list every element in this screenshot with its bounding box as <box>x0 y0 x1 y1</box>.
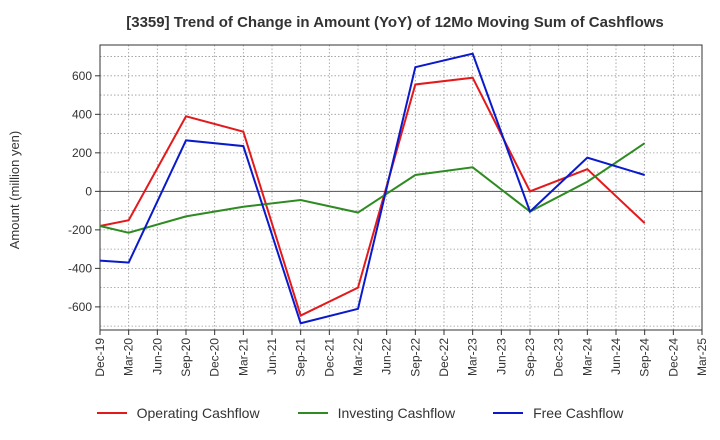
x-tick-label: Mar-20 <box>122 338 136 376</box>
x-tick-label: Dec-20 <box>208 338 222 377</box>
legend-swatch <box>493 412 524 414</box>
plot-frame <box>99 44 703 331</box>
x-tick-label: Jun-23 <box>494 338 508 375</box>
y-tick-label: 400 <box>72 107 92 121</box>
chart-title: [3359] Trend of Change in Amount (YoY) o… <box>126 14 664 31</box>
x-tick-label: Mar-24 <box>580 338 594 376</box>
x-tick-label: Sep-24 <box>638 338 652 377</box>
x-tick-label: Dec-21 <box>322 338 336 377</box>
x-tick-label: Mar-25 <box>695 338 709 376</box>
x-tick-label: Dec-19 <box>93 338 107 377</box>
x-tick-label: Dec-22 <box>437 338 451 377</box>
legend-item: Investing Cashflow <box>297 405 456 421</box>
legend-item: Free Cashflow <box>493 405 623 421</box>
x-tick-label: Mar-23 <box>466 338 480 376</box>
legend: Operating Cashflow Investing Cashflow Free… <box>0 405 720 421</box>
y-tick-label: -200 <box>68 223 92 237</box>
legend-item: Operating Cashflow <box>96 405 260 421</box>
grid-layer <box>99 45 703 330</box>
axis-layer: -600 -400 -200 0 200 400 600 Dec-19 Mar-20 Jun-20… <box>68 44 709 377</box>
x-tick-label: Dec-24 <box>666 338 680 377</box>
y-tick-label: -400 <box>68 261 92 275</box>
legend-swatch <box>297 412 328 414</box>
x-tick-label: Sep-23 <box>523 338 537 377</box>
x-tick-label: Mar-21 <box>236 338 250 376</box>
y-axis-title: Amount (million yen) <box>7 131 22 250</box>
y-tick-label: -600 <box>68 300 92 314</box>
x-tick-label: Jun-20 <box>150 338 164 375</box>
legend-label: Operating Cashflow <box>136 405 260 421</box>
series-line-free-cashflow <box>99 52 645 325</box>
x-tick-label: Jun-21 <box>265 338 279 375</box>
x-tick-label: Sep-21 <box>294 338 308 377</box>
y-tick-label: 0 <box>85 184 92 198</box>
y-tick-label: 600 <box>72 69 92 83</box>
legend-label: Free Cashflow <box>533 405 624 421</box>
legend-swatch <box>96 412 127 414</box>
y-tick-label: 200 <box>72 146 92 160</box>
series-layer <box>99 52 646 325</box>
series-line-operating-cashflow <box>99 76 646 317</box>
legend-label: Investing Cashflow <box>337 405 456 421</box>
x-tick-label: Mar-22 <box>351 338 365 376</box>
x-tick-label: Jun-24 <box>609 338 623 375</box>
x-tick-label: Sep-22 <box>408 338 422 377</box>
x-tick-label: Sep-20 <box>179 338 193 377</box>
series-line-investing-cashflow <box>99 142 646 234</box>
x-tick-label: Dec-23 <box>552 338 566 377</box>
x-tick-label: Jun-22 <box>380 338 394 375</box>
